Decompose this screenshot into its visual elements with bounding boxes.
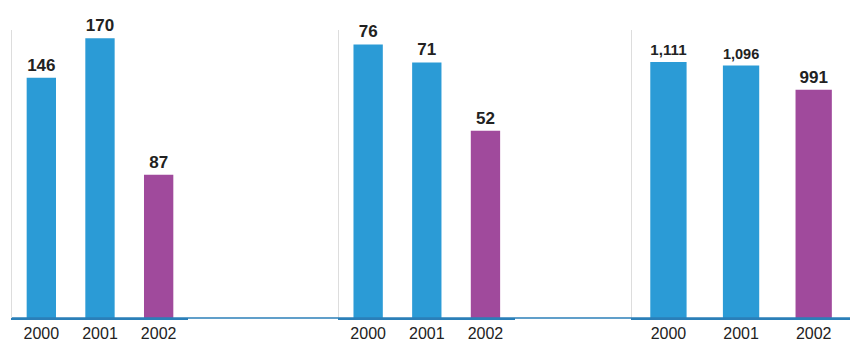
svg-text:170: 170 [86,16,114,35]
svg-text:2000: 2000 [24,325,60,342]
svg-text:76: 76 [359,22,378,41]
svg-text:2002: 2002 [796,325,832,342]
svg-text:2001: 2001 [409,325,445,342]
svg-text:1,111: 1,111 [650,41,686,58]
svg-text:52: 52 [476,109,495,128]
svg-text:71: 71 [417,40,436,59]
svg-text:2001: 2001 [723,325,759,342]
svg-text:991: 991 [799,68,827,87]
svg-text:146: 146 [27,56,55,75]
svg-text:87: 87 [149,153,168,172]
svg-text:2002: 2002 [468,325,504,342]
svg-text:2002: 2002 [141,325,177,342]
svg-text:2000: 2000 [651,325,687,342]
svg-text:1,096: 1,096 [723,46,759,62]
svg-text:2000: 2000 [350,325,386,342]
svg-text:2001: 2001 [82,325,118,342]
